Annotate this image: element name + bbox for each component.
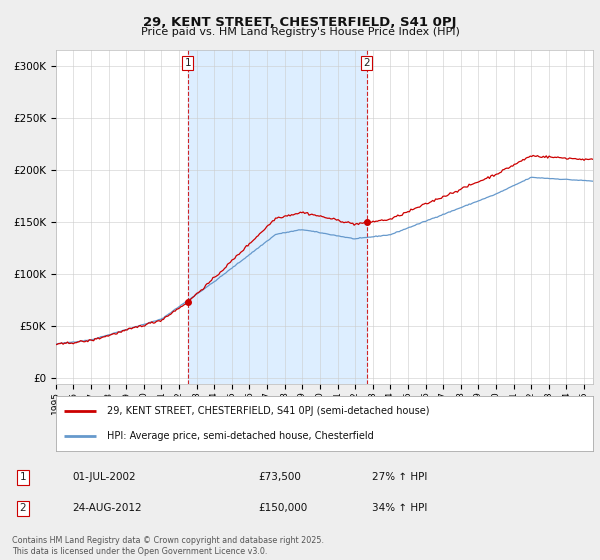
Text: Price paid vs. HM Land Registry's House Price Index (HPI): Price paid vs. HM Land Registry's House … (140, 27, 460, 37)
Text: 24-AUG-2012: 24-AUG-2012 (72, 503, 142, 514)
Text: 1: 1 (19, 472, 26, 482)
Text: 1: 1 (185, 58, 191, 68)
Text: 01-JUL-2002: 01-JUL-2002 (72, 472, 136, 482)
Text: 29, KENT STREET, CHESTERFIELD, S41 0PJ (semi-detached house): 29, KENT STREET, CHESTERFIELD, S41 0PJ (… (107, 406, 430, 416)
Text: 2: 2 (363, 58, 370, 68)
Text: £73,500: £73,500 (258, 472, 301, 482)
Text: 34% ↑ HPI: 34% ↑ HPI (372, 503, 427, 514)
Text: 29, KENT STREET, CHESTERFIELD, S41 0PJ: 29, KENT STREET, CHESTERFIELD, S41 0PJ (143, 16, 457, 29)
Text: 2: 2 (19, 503, 26, 514)
Text: HPI: Average price, semi-detached house, Chesterfield: HPI: Average price, semi-detached house,… (107, 431, 374, 441)
Text: Contains HM Land Registry data © Crown copyright and database right 2025.
This d: Contains HM Land Registry data © Crown c… (12, 536, 324, 556)
Text: 27% ↑ HPI: 27% ↑ HPI (372, 472, 427, 482)
Bar (188, 50, 367, 384)
Text: £150,000: £150,000 (258, 503, 307, 514)
